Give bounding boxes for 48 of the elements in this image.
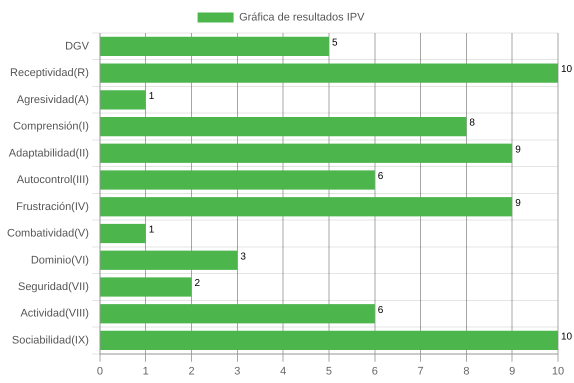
- x-tick-label: 6: [372, 365, 378, 378]
- x-tick-label: 2: [188, 365, 195, 378]
- bar: [100, 197, 512, 216]
- y-tick-label: Seguridad(VII): [18, 281, 89, 293]
- x-tick-label: 3: [234, 365, 240, 378]
- bar: [100, 63, 558, 83]
- x-tick-label: 1: [142, 365, 149, 378]
- data-label: 9: [515, 198, 522, 209]
- y-tick-label: Frustración(IV): [16, 200, 89, 213]
- y-tick-label: DGV: [65, 40, 90, 52]
- bar: [100, 36, 329, 56]
- data-label: 6: [378, 171, 384, 182]
- data-label: 5: [332, 37, 338, 48]
- y-tick-label: Dominio(VI): [30, 254, 89, 266]
- data-label: 8: [469, 118, 476, 129]
- y-tick-label: Agresividad(A): [16, 94, 89, 106]
- x-tick-label: 7: [418, 365, 424, 378]
- bar: [100, 330, 558, 350]
- bar: [100, 277, 192, 297]
- data-label: 1: [148, 224, 155, 236]
- data-label: 9: [515, 144, 522, 156]
- x-tick-label: 9: [509, 365, 516, 378]
- x-tick-label: 5: [326, 365, 332, 378]
- data-label: 10: [561, 332, 573, 343]
- legend-label: Gráfica de resultados IPV: [239, 12, 366, 24]
- data-label: 3: [240, 251, 246, 262]
- bar: [100, 144, 512, 163]
- y-tick-label: Comprensión(I): [13, 120, 89, 133]
- x-tick-label: 10: [552, 365, 564, 378]
- data-label: 1: [148, 90, 155, 102]
- x-tick-label: 4: [280, 365, 286, 378]
- y-tick-label: Combatividad(V): [7, 228, 89, 240]
- bar: [100, 250, 238, 270]
- y-tick-label: Sociabilidad(IX): [12, 334, 89, 346]
- y-tick-label: Receptividad(R): [10, 67, 89, 80]
- x-tick-label: 8: [463, 365, 470, 378]
- data-label: 2: [194, 278, 201, 290]
- bar: [100, 90, 146, 110]
- bar: [100, 304, 375, 324]
- x-tick-label: 0: [96, 365, 103, 378]
- bar: [100, 224, 146, 244]
- data-label: 10: [561, 64, 573, 76]
- y-tick-label: Adaptabilidad(II): [8, 147, 89, 160]
- data-label: 6: [378, 304, 384, 316]
- y-tick-label: Actividad(VIII): [20, 308, 89, 320]
- bar: [100, 116, 466, 136]
- bar: [100, 170, 375, 190]
- y-tick-label: Autocontrol(III): [16, 174, 89, 186]
